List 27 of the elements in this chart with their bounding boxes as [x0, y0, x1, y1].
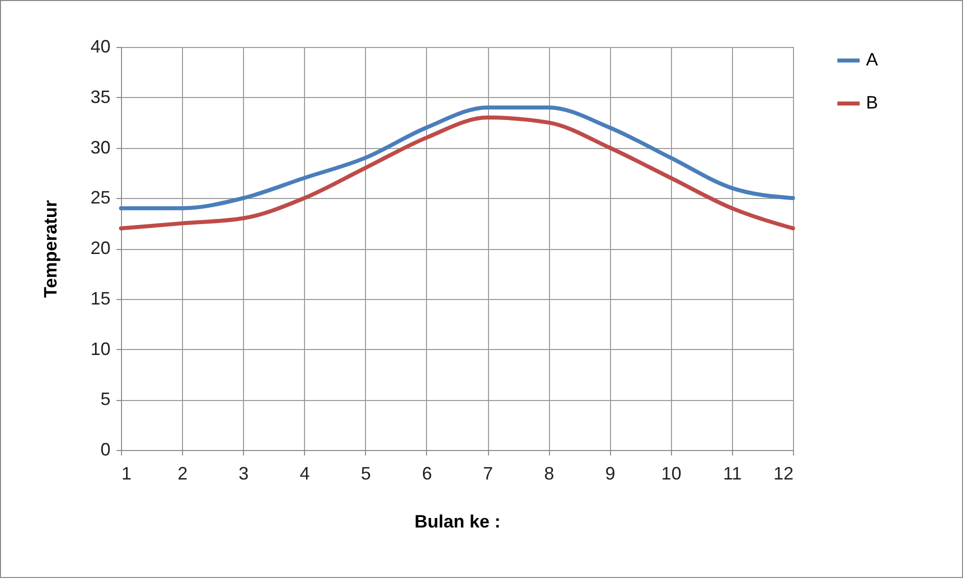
x-tick-label: 1	[122, 464, 132, 484]
y-tick-label: 25	[90, 188, 110, 208]
y-axis-title: Temperatur	[40, 200, 60, 298]
y-tick-label: 5	[100, 389, 110, 410]
y-tick-label: 40	[90, 36, 110, 56]
x-tick-label: 9	[605, 464, 616, 484]
x-tick-label: 6	[422, 464, 432, 484]
line-series	[119, 105, 795, 210]
x-tick-label: 11	[723, 464, 742, 484]
y-tick-label: 20	[90, 238, 110, 258]
x-axis-title: Bulan ke :	[414, 512, 501, 532]
y-tick-label: 35	[90, 86, 110, 107]
y-tick-label: 30	[90, 137, 110, 158]
line-series	[119, 116, 795, 230]
x-tick-label: 8	[544, 464, 554, 484]
legend-label: A	[866, 50, 878, 70]
legend-label: B	[866, 92, 878, 112]
y-tick-label: 15	[90, 288, 110, 308]
x-tick-label: 3	[238, 464, 249, 484]
x-tick-label: 5	[360, 464, 371, 484]
x-tick-label: 2	[178, 464, 188, 484]
x-tick-label: 10	[661, 464, 682, 484]
x-tick-label: 7	[483, 464, 494, 484]
x-tick-label: 4	[300, 464, 310, 484]
x-tick-label: 12	[773, 464, 794, 484]
y-tick-label: 0	[100, 440, 110, 460]
y-tick-label: 10	[90, 338, 110, 359]
